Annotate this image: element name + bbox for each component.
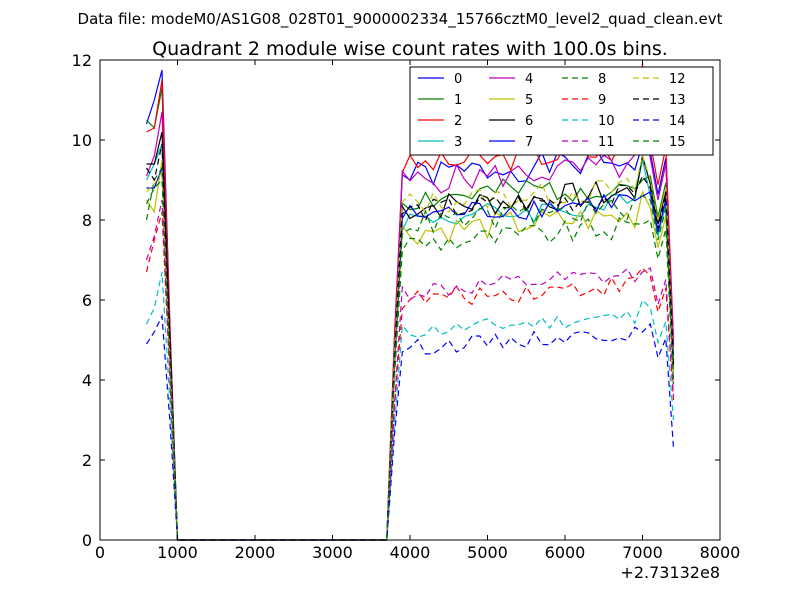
legend-label-3: 3 — [454, 135, 462, 150]
legend-label-5: 5 — [525, 93, 533, 108]
legend-label-8: 8 — [598, 72, 606, 87]
y-tick-label: 4 — [82, 371, 92, 390]
legend-label-7: 7 — [525, 135, 533, 150]
x-tick-label: 6000 — [545, 543, 586, 562]
x-tick-label: 7000 — [622, 543, 663, 562]
legend-label-12: 12 — [669, 72, 686, 87]
legend-label-2: 2 — [454, 114, 462, 129]
legend-label-10: 10 — [598, 114, 615, 129]
x-tick-label: 3000 — [312, 543, 353, 562]
x-tick-label: 1000 — [157, 543, 198, 562]
ticks-layer: 0 1000 2000 3000 4000 5000 6000 7000 80000246810… — [72, 51, 741, 562]
series-line-15 — [145, 178, 675, 541]
x-tick-label: 4000 — [390, 543, 431, 562]
y-tick-label: 0 — [82, 531, 92, 550]
legend-label-11: 11 — [598, 135, 615, 150]
legend-label-15: 15 — [669, 135, 686, 150]
y-tick-label: 2 — [82, 451, 92, 470]
chart-title: Quadrant 2 module wise count rates with … — [152, 38, 668, 60]
x-tick-label: 8000 — [700, 543, 741, 562]
legend-label-1: 1 — [454, 93, 462, 108]
series-line-10 — [145, 271, 675, 541]
x-tick-label: 2000 — [235, 543, 276, 562]
x-tick-label: 5000 — [467, 543, 508, 562]
y-tick-label: 10 — [72, 131, 92, 150]
y-tick-label: 12 — [72, 51, 92, 70]
x-tick-label: 0 — [95, 543, 105, 562]
legend-label-0: 0 — [454, 72, 462, 87]
y-tick-label: 8 — [82, 211, 92, 230]
x-offset-label: +2.73132e8 — [620, 563, 720, 582]
legend-label-14: 14 — [669, 114, 686, 129]
legend-label-6: 6 — [525, 114, 533, 129]
series-line-9 — [145, 211, 675, 541]
legend-box — [409, 66, 714, 156]
legend-label-9: 9 — [598, 93, 606, 108]
legend-label-13: 13 — [669, 93, 686, 108]
y-tick-label: 6 — [82, 291, 92, 310]
series-line-11 — [145, 199, 675, 541]
chart-suptitle: Data file: modeM0/AS1G08_028T01_90000023… — [78, 10, 723, 29]
legend-label-4: 4 — [525, 72, 533, 87]
